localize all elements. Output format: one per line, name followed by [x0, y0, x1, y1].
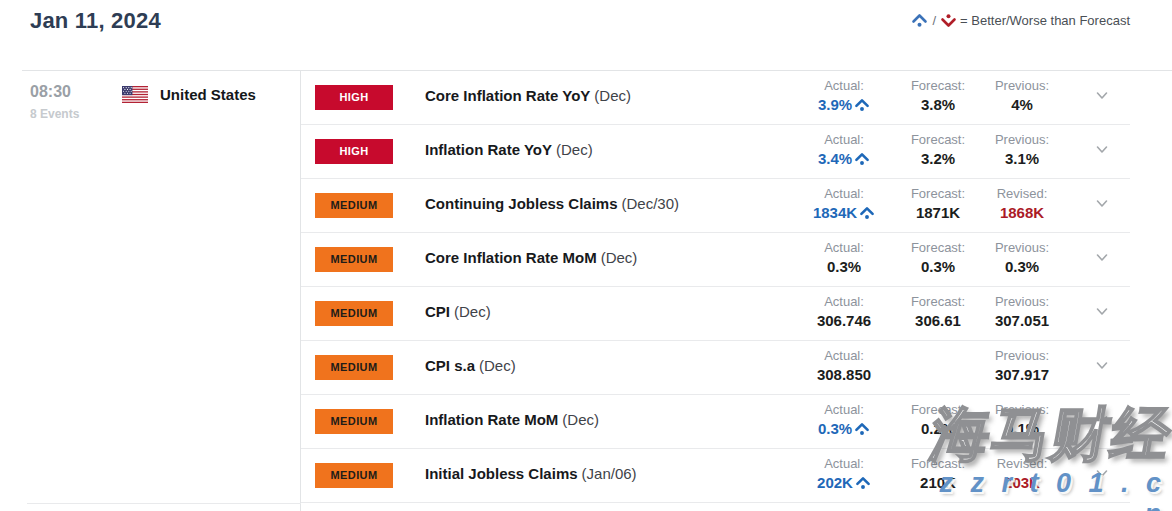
event-row[interactable]: MEDIUM Initial Jobless Claims(Jan/06) Ac…	[301, 449, 1172, 503]
economic-calendar-page: Jan 11, 2024 / = Better/Worse than Forec…	[0, 0, 1172, 511]
event-period: (Dec)	[562, 411, 599, 428]
event-name[interactable]: Core Inflation Rate MoM	[425, 249, 597, 266]
previous-value: 1868K	[957, 204, 1087, 221]
previous-value: 4%	[957, 96, 1087, 113]
previous-column: Previous: 307.917	[957, 348, 1087, 383]
importance-badge: HIGH	[315, 139, 393, 164]
legend-slash: /	[932, 13, 936, 28]
event-title: CPI s.a(Dec)	[425, 357, 516, 374]
event-name[interactable]: Inflation Rate MoM	[425, 411, 558, 428]
better-caret-up-dot-icon	[854, 422, 870, 436]
event-row[interactable]: MEDIUM Continuing Jobless Claims(Dec/30)…	[301, 179, 1172, 233]
event-title: Inflation Rate YoY(Dec)	[425, 141, 593, 158]
event-name[interactable]: Initial Jobless Claims	[425, 465, 578, 482]
event-period: (Dec)	[594, 87, 631, 104]
previous-column: Previous: 3.1%	[957, 132, 1087, 167]
previous-column: Previous: 0.1%	[957, 402, 1087, 437]
better-caret-up-dot-icon	[855, 476, 871, 490]
previous-column: Previous: 4%	[957, 78, 1087, 113]
actual-column: Actual: 308.850	[779, 348, 909, 383]
previous-label: Revised:	[957, 456, 1087, 471]
bottom-divider	[27, 503, 301, 504]
previous-label: Previous:	[957, 402, 1087, 417]
chevron-down-icon[interactable]	[1096, 145, 1108, 155]
previous-label: Revised:	[957, 186, 1087, 201]
better-caret-up-dot-icon	[854, 98, 870, 112]
event-title: Initial Jobless Claims(Jan/06)	[425, 465, 637, 482]
previous-value: 203K	[957, 474, 1087, 491]
previous-column: Previous: 0.3%	[957, 240, 1087, 275]
event-period: (Dec)	[479, 357, 516, 374]
event-period: (Jan/06)	[582, 465, 637, 482]
chevron-down-icon[interactable]	[1096, 361, 1108, 371]
chevron-down-icon[interactable]	[1096, 91, 1108, 101]
event-title: Core Inflation Rate YoY(Dec)	[425, 87, 631, 104]
importance-badge: MEDIUM	[315, 355, 393, 380]
events-list: HIGH Core Inflation Rate YoY(Dec) Actual…	[301, 71, 1172, 511]
time-group-column: 08:30 8 Events	[0, 71, 301, 511]
event-name[interactable]: CPI s.a	[425, 357, 475, 374]
calendar-body: 08:30 8 Events	[0, 71, 1172, 511]
importance-badge: MEDIUM	[315, 301, 393, 326]
previous-value: 0.1%	[957, 420, 1087, 437]
event-title: Inflation Rate MoM(Dec)	[425, 411, 599, 428]
event-period: (Dec)	[454, 303, 491, 320]
better-caret-up-dot-icon	[911, 13, 928, 28]
event-row[interactable]: MEDIUM Inflation Rate MoM(Dec) Actual: 0…	[301, 395, 1172, 449]
previous-value: 307.051	[957, 312, 1087, 329]
page-title: Jan 11, 2024	[30, 8, 161, 34]
chevron-down-icon[interactable]	[1096, 469, 1108, 479]
event-period: (Dec)	[556, 141, 593, 158]
previous-label: Previous:	[957, 240, 1087, 255]
importance-badge: MEDIUM	[315, 247, 393, 272]
importance-badge: HIGH	[315, 85, 393, 110]
importance-badge: MEDIUM	[315, 409, 393, 434]
event-name[interactable]: Continuing Jobless Claims	[425, 195, 618, 212]
previous-column: Revised: 1868K	[957, 186, 1087, 221]
country-name: United States	[160, 86, 256, 103]
event-name[interactable]: Core Inflation Rate YoY	[425, 87, 590, 104]
chevron-down-icon[interactable]	[1096, 199, 1108, 209]
previous-label: Previous:	[957, 348, 1087, 363]
event-name[interactable]: CPI	[425, 303, 450, 320]
event-row[interactable]: MEDIUM CPI s.a(Dec) Actual: 308.850 Prev…	[301, 341, 1172, 395]
event-time: 08:30	[30, 83, 71, 101]
header: Jan 11, 2024 / = Better/Worse than Forec…	[0, 0, 1172, 71]
better-caret-up-dot-icon	[854, 152, 870, 166]
us-flag-icon	[122, 86, 148, 103]
event-period: (Dec/30)	[622, 195, 680, 212]
previous-column: Revised: 203K	[957, 456, 1087, 491]
forecast-legend: / = Better/Worse than Forecast	[911, 13, 1130, 28]
worse-caret-down-dot-icon	[940, 13, 957, 28]
country-row[interactable]: United States	[122, 86, 256, 103]
importance-badge: MEDIUM	[315, 193, 393, 218]
previous-label: Previous:	[957, 132, 1087, 147]
previous-value: 307.917	[957, 366, 1087, 383]
event-row[interactable]: HIGH Inflation Rate YoY(Dec) Actual: 3.4…	[301, 125, 1172, 179]
chevron-down-icon[interactable]	[1096, 253, 1108, 263]
event-title: Continuing Jobless Claims(Dec/30)	[425, 195, 679, 212]
actual-value: 308.850	[779, 366, 909, 383]
event-row[interactable]: HIGH Core Inflation Rate YoY(Dec) Actual…	[301, 71, 1172, 125]
previous-label: Previous:	[957, 78, 1087, 93]
previous-column: Previous: 307.051	[957, 294, 1087, 329]
event-name[interactable]: Inflation Rate YoY	[425, 141, 552, 158]
event-row[interactable]: MEDIUM CPI(Dec) Actual: 306.746 Forecast…	[301, 287, 1172, 341]
event-title: Core Inflation Rate MoM(Dec)	[425, 249, 637, 266]
chevron-down-icon[interactable]	[1096, 307, 1108, 317]
chevron-down-icon[interactable]	[1096, 415, 1108, 425]
event-row[interactable]: MEDIUM Core Inflation Rate MoM(Dec) Actu…	[301, 233, 1172, 287]
legend-text: = Better/Worse than Forecast	[960, 13, 1130, 28]
event-period: (Dec)	[601, 249, 638, 266]
event-title: CPI(Dec)	[425, 303, 491, 320]
previous-value: 0.3%	[957, 258, 1087, 275]
events-count: 8 Events	[30, 107, 79, 121]
previous-label: Previous:	[957, 294, 1087, 309]
previous-value: 3.1%	[957, 150, 1087, 167]
importance-badge: MEDIUM	[315, 463, 393, 488]
